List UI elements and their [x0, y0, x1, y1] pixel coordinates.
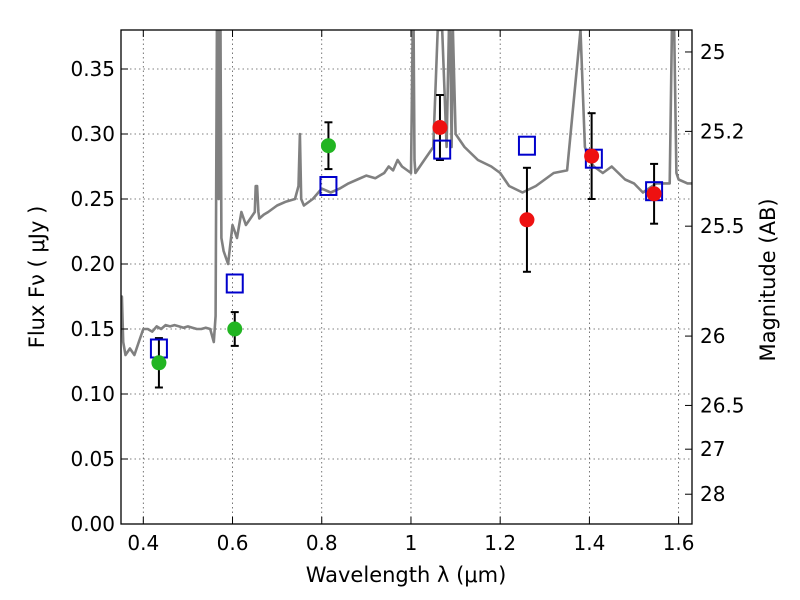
- x-tick-label: 1: [405, 531, 418, 555]
- model-photometry-square: [319, 176, 338, 196]
- x-tick-label: 0.4: [127, 531, 159, 555]
- observed-nir-point: [519, 212, 535, 228]
- right-tick-label: 26.5: [700, 393, 745, 417]
- right-tick-label: 25.5: [700, 214, 745, 238]
- observed-nir-point: [432, 120, 448, 135]
- y-tick-label: 0.00: [70, 512, 115, 536]
- observed-optical-point: [151, 355, 167, 371]
- x-tick-label: 0.8: [306, 531, 338, 555]
- y-axis-label: Flux Fν ( μJy ): [25, 206, 49, 349]
- observed-nir-point: [646, 186, 662, 202]
- x-tick-label: 1.2: [484, 531, 516, 555]
- y-tick-label: 0.30: [70, 122, 115, 146]
- right-tick-label: 28: [700, 482, 725, 506]
- right-axis-ticks: 25 25.2 25.5 26 26.5 27 28: [685, 40, 745, 506]
- right-tick-label: 26: [700, 324, 725, 348]
- right-tick-label: 27: [700, 437, 725, 461]
- observed-optical-point: [227, 321, 243, 337]
- plot-background: [121, 30, 692, 524]
- right-axis-label: Magnitude (AB): [756, 198, 780, 361]
- right-tick-label: 25.2: [700, 119, 745, 143]
- x-tick-label: 1.4: [573, 531, 605, 555]
- observed-optical-point: [320, 138, 336, 154]
- observed-nir-point: [584, 148, 600, 164]
- model-photometry-markers: [149, 135, 664, 359]
- spectrum-line: [121, 30, 692, 357]
- model-photometry-square: [517, 135, 536, 156]
- x-tick-label: 1.6: [663, 531, 695, 555]
- spectrum-layer: [121, 30, 692, 357]
- y-tick-label: 0.20: [70, 252, 115, 276]
- model-photometry-square: [225, 273, 244, 294]
- y-tick-label: 0.05: [70, 447, 115, 471]
- y-axis-ticks: 0.00 0.05 0.10 0.15 0.20 0.25 0.30 0.35: [70, 57, 128, 536]
- model-photometry-square: [433, 139, 452, 160]
- y-tick-label: 0.10: [70, 382, 115, 406]
- x-axis-ticks: 0.4 0.6 0.8 1 1.2 1.4 1.6: [127, 30, 695, 555]
- x-axis-label: Wavelength λ (μm): [306, 563, 507, 587]
- y-tick-label: 0.25: [70, 187, 115, 211]
- plot-frame: [120, 29, 693, 525]
- right-tick-label: 25: [700, 40, 725, 64]
- y-tick-label: 0.15: [70, 317, 115, 341]
- x-tick-label: 0.6: [217, 531, 249, 555]
- observed-photometry-markers: [151, 120, 662, 371]
- y-tick-label: 0.35: [70, 57, 115, 81]
